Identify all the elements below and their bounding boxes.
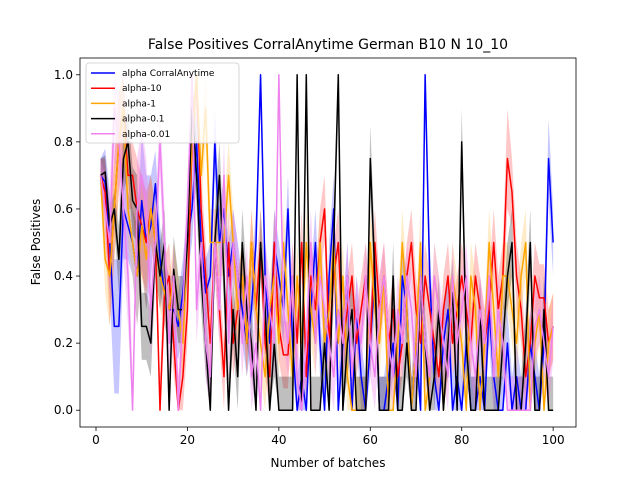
- y-axis-label: False Positives: [29, 199, 43, 285]
- line-series-0: [99, 74, 554, 411]
- axes-frame: [79, 57, 577, 428]
- series-lines: [99, 74, 554, 411]
- legend-frame: [85, 62, 240, 144]
- band-series-1: [100, 74, 554, 411]
- x-tick-label: 100: [542, 433, 565, 447]
- y-tick-label: 0.6: [54, 202, 73, 216]
- y-tick-label: 0.2: [54, 336, 73, 350]
- x-tick-label: 40: [271, 433, 286, 447]
- legend: alpha CorralAnytime alpha-10 alpha-1 alpha-…: [85, 62, 240, 144]
- legend-label: alpha-10: [122, 84, 162, 94]
- x-axis-label: Number of batches: [271, 456, 386, 470]
- line-series-4: [99, 74, 554, 411]
- legend-label: alpha-0.1: [122, 115, 165, 125]
- line-series-3: [100, 74, 554, 411]
- y-tick-label: 0.4: [54, 269, 73, 283]
- legend-label: alpha CorralAnytime: [122, 69, 215, 79]
- legend-label: alpha-0.01: [122, 130, 170, 140]
- y-tick-label: 0.8: [54, 135, 73, 149]
- legend-label: alpha-1: [122, 99, 156, 109]
- x-tick-label: 20: [180, 433, 195, 447]
- plot-area: [79, 57, 577, 428]
- x-tick-label: 60: [363, 433, 378, 447]
- y-axis-ticks: 0.0 0.2 0.4 0.6 0.8 1.0: [54, 68, 80, 417]
- x-tick-label: 0: [92, 433, 100, 447]
- line-series-1: [99, 74, 554, 411]
- x-tick-label: 80: [454, 433, 469, 447]
- x-axis-ticks: 0 20 40 60 80 100: [92, 427, 565, 447]
- y-tick-label: 1.0: [54, 68, 73, 82]
- y-tick-label: 0.0: [54, 403, 73, 417]
- chart-title: False Positives CorralAnytime German B10…: [148, 37, 508, 53]
